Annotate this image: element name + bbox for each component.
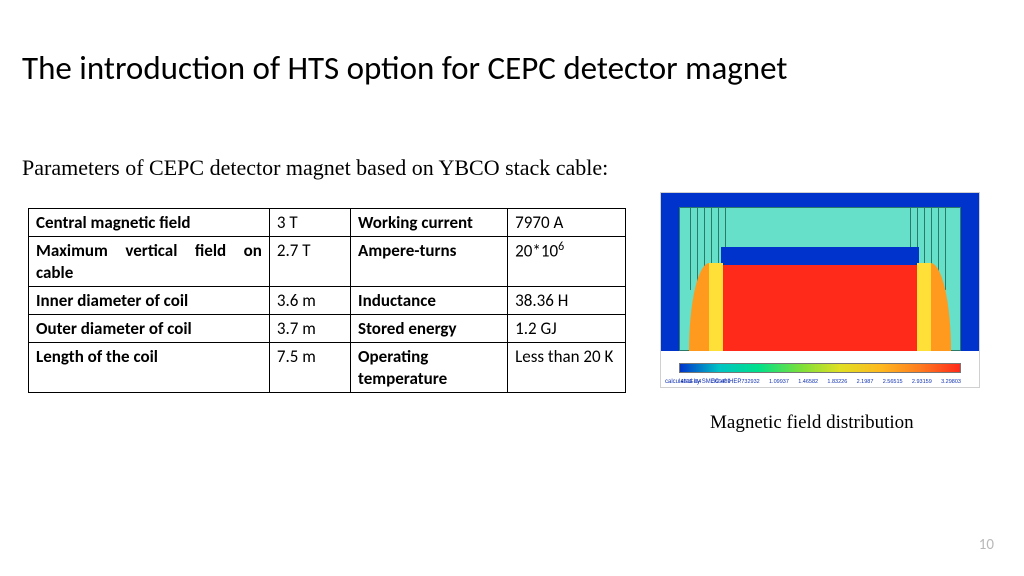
page-number: 10 (979, 536, 994, 554)
cell-value: 7.5 m (269, 343, 350, 393)
cell-value: 7970 A (508, 209, 626, 237)
cell-label: Working current (351, 209, 508, 237)
field-distribution-figure: .461E-04.366489.7329321.099371.465821.83… (660, 192, 980, 388)
cell-value: 2.7 T (269, 237, 350, 287)
cell-label: Operating temperature (351, 343, 508, 393)
cell-value: 3.7 m (269, 315, 350, 343)
cell-label: Inner diameter of coil (29, 286, 270, 314)
cell-label: Outer diameter of coil (29, 315, 270, 343)
subtitle: Parameters of CEPC detector magnet based… (22, 155, 608, 181)
figure-credit: calculated by SMEC of IHEP (665, 379, 741, 385)
cell-label: Length of the coil (29, 343, 270, 393)
cell-label: Maximum vertical field on cable (29, 237, 270, 287)
table-row: Inner diameter of coil 3.6 m Inductance … (29, 286, 626, 314)
cell-value: 1.2 GJ (508, 315, 626, 343)
colorbar (679, 363, 961, 373)
parameter-table: Central magnetic field 3 T Working curre… (28, 208, 626, 393)
cell-label: Stored energy (351, 315, 508, 343)
cell-value: Less than 20 K (508, 343, 626, 393)
table-row: Length of the coil 7.5 m Operating tempe… (29, 343, 626, 393)
page-title: The introduction of HTS option for CEPC … (22, 48, 787, 88)
cell-value: 3 T (269, 209, 350, 237)
cell-label: Inductance (351, 286, 508, 314)
cell-value: 38.36 H (508, 286, 626, 314)
cell-value: 3.6 m (269, 286, 350, 314)
table-row: Maximum vertical field on cable 2.7 T Am… (29, 237, 626, 287)
table-row: Outer diameter of coil 3.7 m Stored ener… (29, 315, 626, 343)
cell-label: Central magnetic field (29, 209, 270, 237)
cell-value: 20*106 (508, 237, 626, 287)
figure-caption: Magnetic field distribution (710, 412, 914, 434)
cell-label: Ampere-turns (351, 237, 508, 287)
contour-plot (661, 193, 979, 351)
table-row: Central magnetic field 3 T Working curre… (29, 209, 626, 237)
